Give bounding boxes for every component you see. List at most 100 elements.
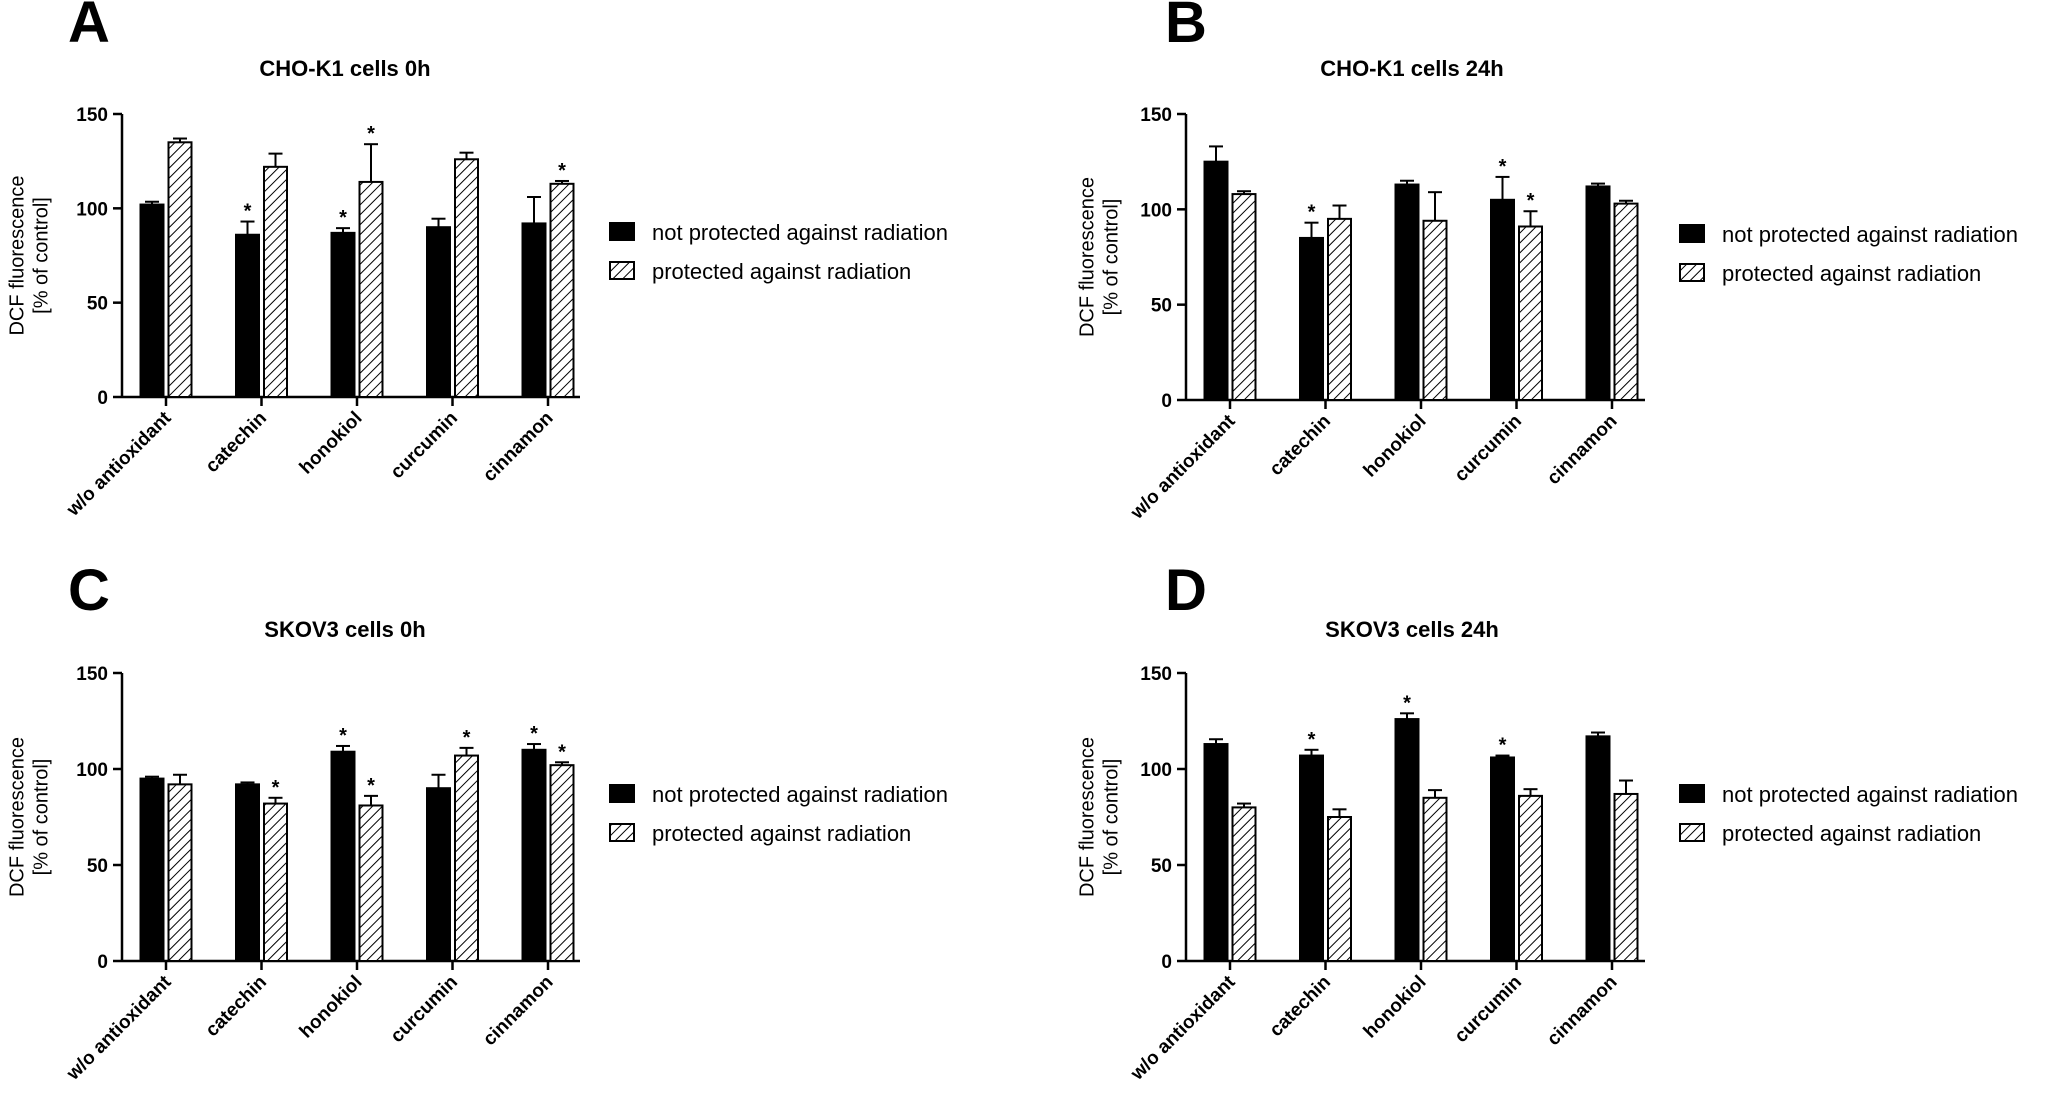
bar-protected <box>1327 217 1352 401</box>
x-tick-label: cinnamon <box>1543 411 1621 489</box>
panel-title: CHO-K1 cells 24h <box>1320 56 1503 81</box>
legend-label-protected: protected against radiation <box>1722 821 1981 846</box>
y-tick-label: 150 <box>1140 664 1172 685</box>
bar-not-protected <box>1299 236 1324 401</box>
bar-protected <box>263 165 288 398</box>
bar-protected <box>454 158 479 398</box>
bar-not-protected <box>1490 198 1515 401</box>
y-axis-label: DCF fluorescence <box>1077 177 1099 337</box>
panel-letter: A <box>68 0 110 55</box>
x-tick-label: cinnamon <box>1543 972 1621 1050</box>
bar-not-protected <box>139 777 165 962</box>
bar-not-protected <box>521 222 547 398</box>
y-tick-label: 100 <box>76 199 108 220</box>
x-tick-label: catechin <box>1266 972 1335 1041</box>
panel-letter: B <box>1165 0 1207 55</box>
significance-star: * <box>367 775 375 797</box>
legend-swatch-protected <box>1679 823 1705 842</box>
legend-label-protected: protected against radiation <box>1722 261 1981 286</box>
legend-swatch-not-protected <box>609 784 635 803</box>
y-axis-label: [% of control] <box>31 197 53 314</box>
bar-not-protected <box>1585 735 1611 962</box>
bar-not-protected <box>1585 185 1611 401</box>
x-tick-label: catechin <box>202 408 271 477</box>
bar-protected <box>1518 225 1543 401</box>
panel-title: CHO-K1 cells 0h <box>259 56 430 81</box>
significance-star: * <box>244 201 252 223</box>
panel-title: SKOV3 cells 24h <box>1325 617 1499 642</box>
y-axis-label: DCF fluorescence <box>7 737 29 897</box>
legend-label-not-protected: not protected against radiation <box>1722 222 2018 247</box>
x-tick-label: catechin <box>202 972 271 1041</box>
bar-not-protected <box>521 748 547 962</box>
y-tick-label: 50 <box>1151 296 1172 317</box>
y-tick-label: 0 <box>97 388 108 409</box>
x-tick-label: w/o antioxidant <box>62 971 176 1085</box>
legend-swatch-not-protected <box>609 222 635 241</box>
y-axis-label: [% of control] <box>1101 199 1123 316</box>
bar-protected <box>1613 202 1639 401</box>
x-tick-label: honokiol <box>1360 411 1431 482</box>
bar-protected <box>263 802 288 962</box>
y-axis-label: DCF fluorescence <box>1077 737 1099 897</box>
bar-not-protected <box>139 203 165 398</box>
bar-not-protected <box>330 750 356 962</box>
bar-not-protected <box>1203 160 1229 401</box>
bar-not-protected <box>1299 754 1324 962</box>
y-tick-label: 150 <box>76 105 108 126</box>
bar-protected <box>167 783 193 962</box>
legend-swatch-not-protected <box>1679 784 1705 803</box>
bar-protected <box>1231 193 1257 401</box>
chart-panel-c: C SKOV3 cells 0h DCF fluorescence [% of con… <box>7 558 948 1085</box>
bar-protected <box>1422 796 1448 962</box>
y-axis-label: [% of control] <box>31 759 53 876</box>
x-tick-label: honokiol <box>296 408 367 479</box>
y-tick-label: 0 <box>1161 952 1172 973</box>
y-tick-label: 100 <box>1140 760 1172 781</box>
significance-star: * <box>1527 190 1535 212</box>
bar-not-protected <box>235 783 260 962</box>
significance-star: * <box>1308 729 1316 751</box>
panel-title: SKOV3 cells 0h <box>264 617 425 642</box>
x-tick-label: catechin <box>1266 411 1335 480</box>
x-tick-label: honokiol <box>296 972 367 1043</box>
significance-star: * <box>558 160 566 182</box>
panel-letter: C <box>68 558 110 623</box>
bar-protected <box>549 182 575 398</box>
x-tick-label: cinnamon <box>479 972 557 1050</box>
y-axis-label: DCF fluorescence <box>7 175 29 335</box>
x-tick-label: curcumin <box>1451 972 1526 1047</box>
y-tick-label: 50 <box>87 294 108 315</box>
bar-not-protected <box>235 233 260 398</box>
bar-not-protected <box>1394 183 1420 401</box>
x-tick-label: curcumin <box>387 972 462 1047</box>
significance-star: * <box>1499 735 1507 757</box>
legend: not protected against radiation protected… <box>609 220 948 284</box>
legend-label-not-protected: not protected against radiation <box>652 220 948 245</box>
significance-star: * <box>1403 692 1411 714</box>
x-tick-label: honokiol <box>1360 972 1431 1043</box>
x-tick-label: w/o antioxidant <box>1126 410 1240 524</box>
bar-not-protected <box>1490 756 1515 962</box>
bar-not-protected <box>1203 743 1229 962</box>
bar-protected <box>1327 816 1352 962</box>
bar-protected <box>1231 806 1257 963</box>
significance-star: * <box>558 741 566 763</box>
bar-protected <box>358 180 384 398</box>
significance-star: * <box>367 123 375 145</box>
bar-protected <box>1613 792 1639 963</box>
y-tick-label: 150 <box>1140 105 1172 126</box>
bar-not-protected <box>1394 718 1420 963</box>
legend: not protected against radiation protected… <box>609 782 948 846</box>
y-tick-label: 150 <box>76 664 108 685</box>
significance-star: * <box>272 777 280 799</box>
significance-star: * <box>339 725 347 747</box>
bar-protected <box>549 764 575 962</box>
significance-star: * <box>1308 202 1316 224</box>
x-tick-label: w/o antioxidant <box>1126 971 1240 1085</box>
significance-star: * <box>463 727 471 749</box>
legend-swatch-not-protected <box>1679 224 1705 243</box>
bar-protected <box>358 804 384 962</box>
y-tick-label: 100 <box>76 760 108 781</box>
